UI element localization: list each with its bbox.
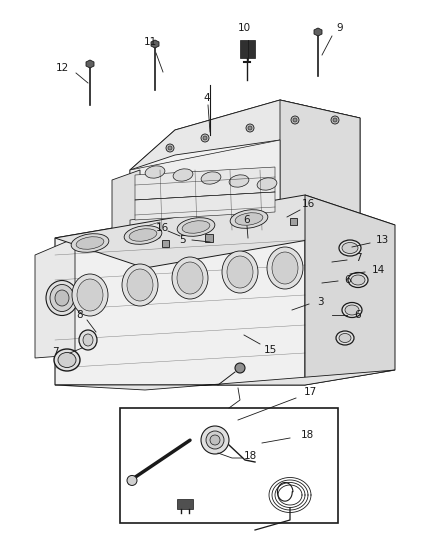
Ellipse shape <box>79 330 97 350</box>
Ellipse shape <box>177 217 215 236</box>
Ellipse shape <box>351 275 365 285</box>
Ellipse shape <box>342 303 362 318</box>
Circle shape <box>203 136 207 140</box>
Text: 18: 18 <box>244 451 257 461</box>
Ellipse shape <box>46 280 78 316</box>
Circle shape <box>333 118 337 122</box>
Polygon shape <box>151 40 159 48</box>
Polygon shape <box>112 170 140 240</box>
Text: 7: 7 <box>52 347 58 357</box>
Polygon shape <box>55 195 305 385</box>
Text: 16: 16 <box>155 223 169 233</box>
Ellipse shape <box>339 334 351 343</box>
Text: 18: 18 <box>300 430 314 440</box>
Text: 12: 12 <box>55 63 69 73</box>
Ellipse shape <box>201 426 229 454</box>
Circle shape <box>331 116 339 124</box>
Polygon shape <box>35 238 75 358</box>
Text: 4: 4 <box>204 93 210 103</box>
Ellipse shape <box>129 229 157 241</box>
Ellipse shape <box>336 331 354 345</box>
Text: 13: 13 <box>375 235 389 245</box>
Ellipse shape <box>235 213 263 225</box>
Ellipse shape <box>235 363 245 373</box>
Bar <box>205 234 213 242</box>
Ellipse shape <box>257 178 277 190</box>
Text: 5: 5 <box>179 235 185 245</box>
Ellipse shape <box>50 285 74 311</box>
Ellipse shape <box>227 256 253 288</box>
Ellipse shape <box>348 272 368 287</box>
Ellipse shape <box>122 264 158 306</box>
Polygon shape <box>305 195 395 385</box>
Ellipse shape <box>54 349 80 371</box>
Ellipse shape <box>127 269 153 301</box>
Ellipse shape <box>71 233 109 252</box>
Polygon shape <box>130 100 360 170</box>
Text: 16: 16 <box>301 199 314 209</box>
Ellipse shape <box>124 225 162 244</box>
Text: 10: 10 <box>237 23 251 33</box>
Circle shape <box>168 146 172 150</box>
Text: 17: 17 <box>304 387 317 397</box>
Ellipse shape <box>201 172 221 184</box>
Circle shape <box>293 118 297 122</box>
Ellipse shape <box>182 221 210 233</box>
Ellipse shape <box>145 166 165 178</box>
Ellipse shape <box>345 305 359 315</box>
Circle shape <box>246 124 254 132</box>
Text: 6: 6 <box>345 275 351 285</box>
Circle shape <box>291 116 299 124</box>
Text: 6: 6 <box>355 310 361 320</box>
Circle shape <box>201 134 209 142</box>
Ellipse shape <box>206 431 224 449</box>
Ellipse shape <box>267 247 303 289</box>
Text: 3: 3 <box>317 297 323 307</box>
Ellipse shape <box>83 334 93 346</box>
Text: 8: 8 <box>77 310 83 320</box>
Ellipse shape <box>77 279 103 311</box>
Polygon shape <box>130 100 360 240</box>
Circle shape <box>166 144 174 152</box>
Ellipse shape <box>58 352 76 367</box>
Polygon shape <box>130 200 280 240</box>
Ellipse shape <box>272 252 298 284</box>
Polygon shape <box>280 100 360 240</box>
Text: 6: 6 <box>244 215 250 225</box>
Ellipse shape <box>177 262 203 294</box>
Polygon shape <box>135 167 275 200</box>
Polygon shape <box>86 60 94 68</box>
Polygon shape <box>135 192 275 220</box>
Polygon shape <box>55 195 395 268</box>
Ellipse shape <box>210 435 220 445</box>
Polygon shape <box>240 40 255 58</box>
Text: 11: 11 <box>143 37 157 47</box>
Bar <box>177 499 193 509</box>
Polygon shape <box>55 370 395 390</box>
Bar <box>162 240 169 247</box>
Circle shape <box>127 475 137 486</box>
Bar <box>290 218 297 225</box>
Ellipse shape <box>342 243 358 254</box>
Text: 9: 9 <box>337 23 343 33</box>
Polygon shape <box>140 222 160 240</box>
Ellipse shape <box>230 209 268 228</box>
Text: 7: 7 <box>355 253 361 263</box>
Ellipse shape <box>173 169 193 181</box>
Circle shape <box>248 126 252 130</box>
Ellipse shape <box>229 175 249 187</box>
Polygon shape <box>314 28 322 36</box>
Ellipse shape <box>76 237 104 249</box>
Ellipse shape <box>339 240 361 256</box>
Ellipse shape <box>55 290 69 306</box>
Text: 14: 14 <box>371 265 385 275</box>
Text: 15: 15 <box>263 345 277 355</box>
Ellipse shape <box>72 274 108 316</box>
Ellipse shape <box>172 257 208 299</box>
Ellipse shape <box>222 251 258 293</box>
Bar <box>120 408 338 523</box>
Polygon shape <box>130 140 280 240</box>
